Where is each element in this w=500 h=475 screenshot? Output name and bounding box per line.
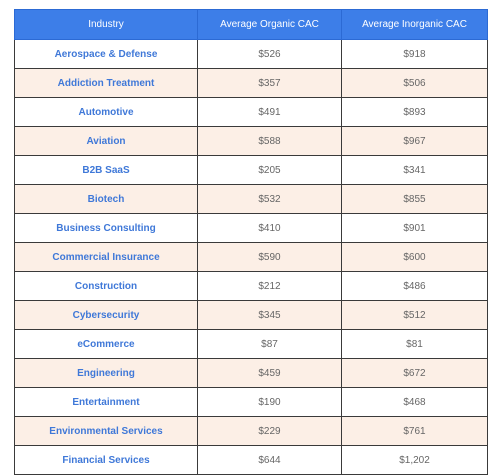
organic-cac-cell: $459 (197, 358, 342, 388)
inorganic-cac-cell: $761 (341, 416, 488, 446)
organic-cac-cell: $526 (197, 39, 342, 69)
industry-cell: B2B SaaS (14, 155, 198, 185)
industry-cell: Addiction Treatment (14, 68, 198, 98)
table-row: Cybersecurity $345 $512 (14, 300, 488, 330)
inorganic-cac-cell: $918 (341, 39, 488, 69)
organic-cac-cell: $357 (197, 68, 342, 98)
table-row: eCommerce $87 $81 (14, 329, 488, 359)
organic-cac-cell: $588 (197, 126, 342, 156)
industry-cell: Commercial Insurance (14, 242, 198, 272)
table-row: Environmental Services $229 $761 (14, 416, 488, 446)
inorganic-cac-cell: $506 (341, 68, 488, 98)
table-row: Commercial Insurance $590 $600 (14, 242, 488, 272)
industry-cell: eCommerce (14, 329, 198, 359)
organic-cac-cell: $212 (197, 271, 342, 301)
organic-cac-cell: $644 (197, 445, 342, 475)
industry-cell: Entertainment (14, 387, 198, 417)
header-organic-cac: Average Organic CAC (197, 9, 342, 40)
table-row: Aviation $588 $967 (14, 126, 488, 156)
table-row: Biotech $532 $855 (14, 184, 488, 214)
industry-cell: Automotive (14, 97, 198, 127)
table-body: Aerospace & Defense $526 $918 Addiction … (14, 39, 488, 475)
organic-cac-cell: $345 (197, 300, 342, 330)
industry-cell: Environmental Services (14, 416, 198, 446)
table-row: Construction $212 $486 (14, 271, 488, 301)
table-header: Industry Average Organic CAC Average Ino… (14, 9, 488, 40)
table-row: Engineering $459 $672 (14, 358, 488, 388)
table-row: Entertainment $190 $468 (14, 387, 488, 417)
organic-cac-cell: $190 (197, 387, 342, 417)
organic-cac-cell: $410 (197, 213, 342, 243)
industry-cell: Construction (14, 271, 198, 301)
cac-table: Industry Average Organic CAC Average Ino… (14, 9, 488, 475)
industry-cell: Cybersecurity (14, 300, 198, 330)
inorganic-cac-cell: $512 (341, 300, 488, 330)
organic-cac-cell: $590 (197, 242, 342, 272)
header-industry: Industry (14, 9, 198, 40)
organic-cac-cell: $229 (197, 416, 342, 446)
table-row: Business Consulting $410 $901 (14, 213, 488, 243)
table-row: B2B SaaS $205 $341 (14, 155, 488, 185)
organic-cac-cell: $205 (197, 155, 342, 185)
inorganic-cac-cell: $893 (341, 97, 488, 127)
table-row: Financial Services $644 $1,202 (14, 445, 488, 475)
header-row: Industry Average Organic CAC Average Ino… (14, 9, 488, 40)
inorganic-cac-cell: $600 (341, 242, 488, 272)
inorganic-cac-cell: $1,202 (341, 445, 488, 475)
table-row: Addiction Treatment $357 $506 (14, 68, 488, 98)
inorganic-cac-cell: $341 (341, 155, 488, 185)
inorganic-cac-cell: $901 (341, 213, 488, 243)
inorganic-cac-cell: $967 (341, 126, 488, 156)
inorganic-cac-cell: $855 (341, 184, 488, 214)
industry-cell: Biotech (14, 184, 198, 214)
organic-cac-cell: $491 (197, 97, 342, 127)
cac-table-container: Industry Average Organic CAC Average Ino… (14, 9, 488, 475)
industry-cell: Business Consulting (14, 213, 198, 243)
inorganic-cac-cell: $486 (341, 271, 488, 301)
table-row: Aerospace & Defense $526 $918 (14, 39, 488, 69)
organic-cac-cell: $87 (197, 329, 342, 359)
table-row: Automotive $491 $893 (14, 97, 488, 127)
industry-cell: Aerospace & Defense (14, 39, 198, 69)
inorganic-cac-cell: $468 (341, 387, 488, 417)
organic-cac-cell: $532 (197, 184, 342, 214)
header-inorganic-cac: Average Inorganic CAC (341, 9, 488, 40)
industry-cell: Aviation (14, 126, 198, 156)
industry-cell: Financial Services (14, 445, 198, 475)
inorganic-cac-cell: $81 (341, 329, 488, 359)
inorganic-cac-cell: $672 (341, 358, 488, 388)
industry-cell: Engineering (14, 358, 198, 388)
